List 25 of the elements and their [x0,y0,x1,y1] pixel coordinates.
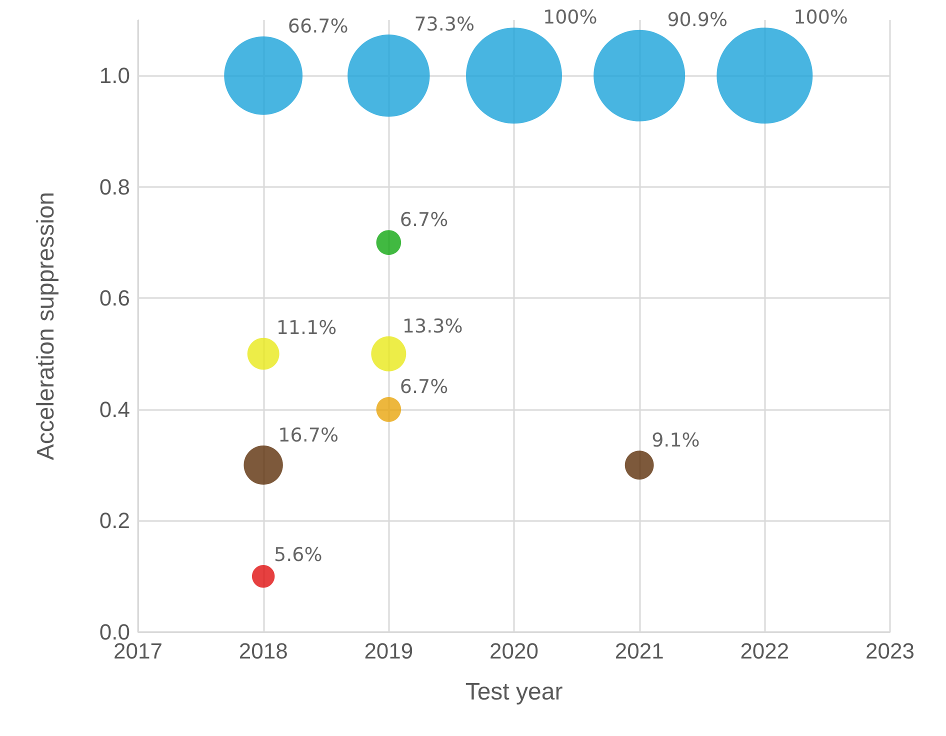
x-tick-label: 2018 [238,638,288,664]
x-axis-title: Test year [465,678,563,706]
x-tick-label: 2020 [490,638,538,664]
y-axis-title: Acceleration suppression [32,192,60,460]
y-tick-label: 0.2 [99,508,130,534]
data-label: 73.3% [414,14,475,36]
y-tick-label: 1.0 [99,63,130,88]
data-label: 66.7% [288,15,348,38]
data-label: 100% [794,6,848,29]
x-tick-label: 2023 [866,638,914,664]
data-label: 9.1% [652,430,700,452]
data-label: 16.7% [278,424,338,446]
data-label: 5.6% [274,544,322,566]
x-tick-label: 2019 [364,638,414,664]
data-label: 11.1% [276,316,337,339]
data-label: 90.9% [667,8,728,31]
data-label: 100% [543,6,598,29]
y-tick-label: 0.6 [99,286,130,311]
data-label: 6.7% [400,376,448,398]
x-tick-label: 2022 [740,638,790,664]
y-tick-label: 0.8 [99,174,130,200]
data-label: 6.7% [400,209,448,232]
data-label: 13.3% [402,315,463,338]
y-tick-label: 0.4 [99,396,130,422]
x-tick-label: 2021 [614,638,664,664]
